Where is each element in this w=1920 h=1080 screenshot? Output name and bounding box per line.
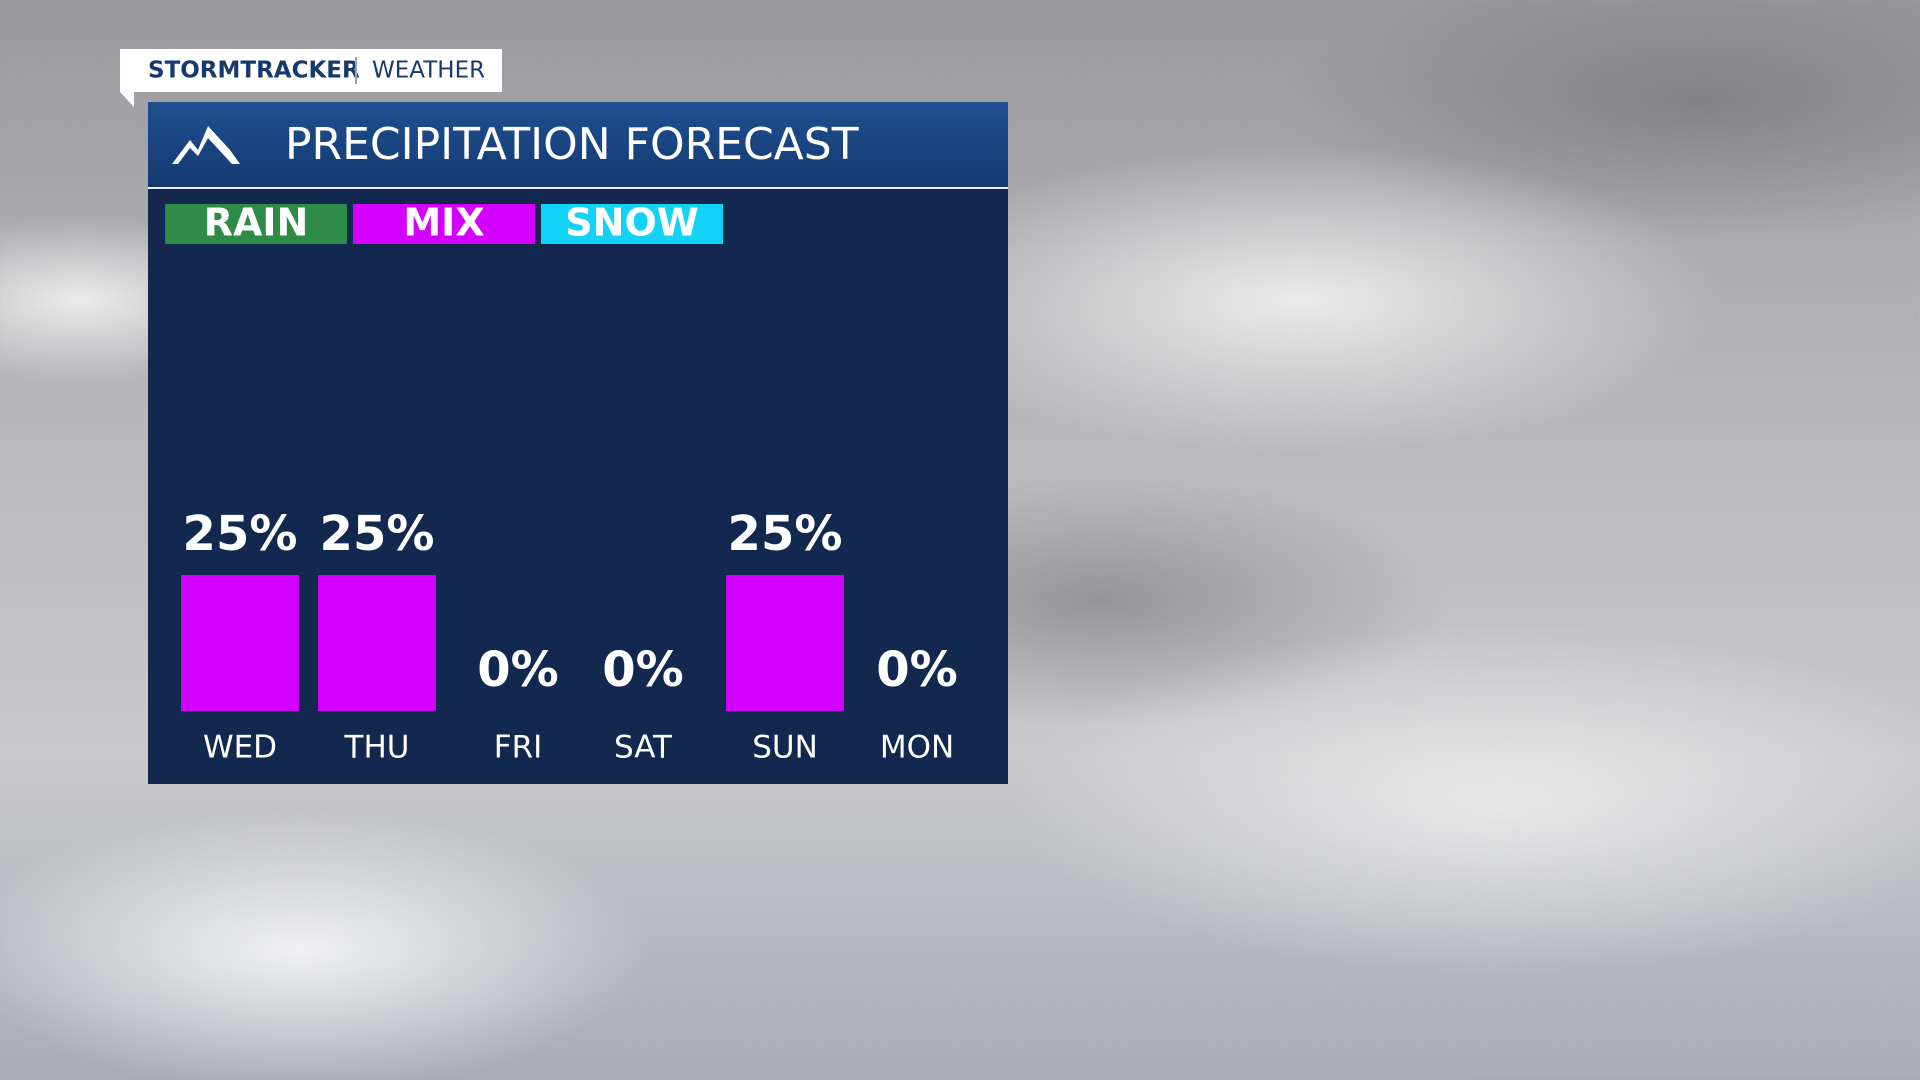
value-label: 25%	[728, 506, 843, 562]
day-label: THU	[344, 730, 410, 766]
day-label: SAT	[614, 730, 673, 766]
legend-swatch	[353, 204, 535, 244]
day-label: SUN	[752, 730, 818, 766]
chart-title: PRECIPITATION FORECAST	[285, 119, 859, 170]
brand-section: WEATHER	[372, 58, 485, 84]
brand-tab	[120, 49, 502, 107]
value-label: 0%	[477, 642, 559, 698]
bar	[318, 575, 436, 711]
value-label: 25%	[183, 506, 298, 562]
legend-swatch	[541, 204, 723, 244]
day-label: MON	[880, 730, 954, 766]
value-label: 0%	[602, 642, 684, 698]
day-label: WED	[203, 730, 277, 766]
bar	[181, 575, 299, 711]
legend-label: SNOW	[565, 201, 698, 245]
legend-label: MIX	[403, 201, 484, 245]
day-label: FRI	[494, 730, 543, 766]
legend-label: RAIN	[204, 201, 309, 245]
value-label: 0%	[876, 642, 958, 698]
panel-header	[148, 102, 1008, 187]
value-label: 25%	[320, 506, 435, 562]
legend-swatch	[165, 204, 347, 244]
bar	[726, 575, 844, 711]
brand-name: STORMTRACKER	[148, 58, 360, 84]
mountain-icon	[172, 126, 240, 164]
